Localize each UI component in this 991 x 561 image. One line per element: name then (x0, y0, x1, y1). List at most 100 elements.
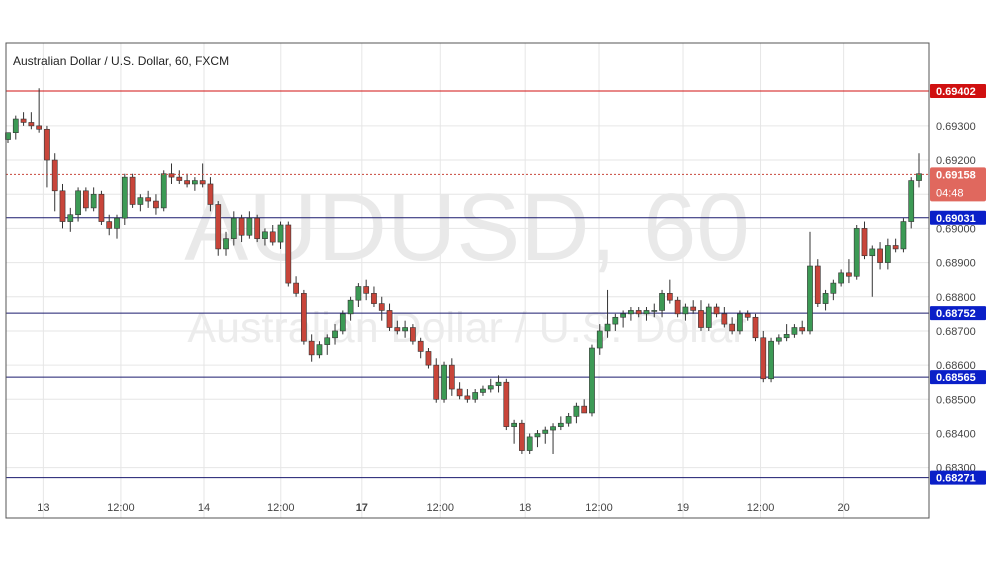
candle (199, 163, 206, 188)
time-tick-label: 20 (837, 502, 849, 514)
candle-body (464, 395, 471, 400)
candle (752, 313, 759, 342)
candle-body (448, 364, 455, 390)
candle-body (869, 248, 876, 257)
candle-body (503, 381, 510, 427)
candle (651, 303, 658, 318)
candle-body (394, 327, 401, 332)
candle-body (713, 306, 720, 315)
candle (176, 170, 183, 184)
price-tick-label: 0.69000 (936, 223, 976, 235)
candle (67, 207, 74, 232)
candle (472, 389, 479, 403)
candle (892, 238, 899, 253)
candle-body (892, 245, 899, 250)
candle-body (67, 214, 74, 222)
candle (705, 303, 712, 331)
time-axis[interactable]: 13 12:00 14 12:00 17 12:00 18 12:00 19 12:00 20 (37, 502, 849, 514)
candle-body (215, 204, 222, 250)
candle-body (28, 122, 35, 127)
candle (433, 358, 440, 403)
candle (36, 88, 43, 133)
candle (223, 231, 229, 256)
candle-body (176, 176, 183, 181)
candle-body (12, 118, 19, 134)
candle (363, 279, 370, 301)
candle-body (775, 337, 782, 342)
candle-body (861, 228, 868, 257)
candle (308, 334, 315, 362)
candle-body (659, 293, 665, 311)
candle (768, 337, 774, 383)
candle (643, 307, 650, 321)
candle (5, 132, 11, 143)
candle (129, 173, 136, 208)
candle-body (51, 159, 58, 192)
candle (98, 190, 105, 225)
candle (417, 337, 424, 359)
candle-body (721, 313, 728, 325)
candle (737, 310, 743, 335)
candle-body (698, 310, 704, 328)
candle-body (5, 132, 11, 140)
level-tag-bg (930, 306, 986, 321)
candle (207, 177, 214, 212)
price-tick-label: 0.69200 (936, 155, 976, 167)
candle-body (744, 313, 751, 318)
level-tag-bg (930, 370, 986, 385)
candle-body (386, 310, 393, 328)
candle-body (589, 347, 595, 414)
candle-body (643, 310, 650, 315)
level-tag-label: 0.68752 (936, 308, 976, 320)
candle-body (526, 436, 533, 451)
candle (908, 177, 915, 229)
candle (838, 269, 845, 287)
candle (542, 426, 549, 444)
candle (589, 344, 595, 417)
candle-body (36, 125, 43, 130)
candle (775, 334, 782, 345)
candle-body (402, 327, 408, 332)
candle (355, 283, 362, 308)
candle-body (495, 381, 502, 386)
candle (620, 310, 626, 328)
candle-body (822, 293, 829, 304)
candle-body (75, 190, 81, 216)
candle-body (363, 286, 370, 294)
candle (230, 211, 237, 246)
candle-body (830, 282, 837, 294)
candle (301, 289, 307, 345)
candle (28, 112, 35, 130)
candle (830, 279, 837, 301)
candle (145, 190, 152, 208)
candle (744, 310, 751, 321)
candle (114, 214, 120, 239)
candle-body (480, 388, 486, 393)
candle (690, 300, 697, 314)
candle (262, 228, 268, 246)
candle (760, 330, 767, 383)
candle-body (238, 217, 245, 236)
candle (332, 324, 338, 345)
candle-body (534, 433, 541, 438)
candle-body (666, 293, 673, 301)
candle (215, 201, 222, 256)
candle-body (674, 299, 681, 315)
candle-body (519, 422, 525, 451)
level-tag-label: 0.68565 (936, 372, 976, 384)
candle (448, 358, 455, 396)
candle-body (838, 272, 845, 284)
candle (90, 187, 97, 212)
candle-body (705, 306, 712, 328)
price-tick-label: 0.68800 (936, 292, 976, 304)
price-tick-label: 0.68400 (936, 428, 976, 440)
candle (238, 214, 245, 243)
candle (410, 324, 416, 345)
candle-body (192, 180, 198, 185)
candle (277, 221, 284, 249)
candle (799, 320, 806, 335)
candle-body (347, 299, 354, 315)
candle-body (900, 221, 907, 250)
time-tick-label: 12:00 (427, 502, 455, 514)
